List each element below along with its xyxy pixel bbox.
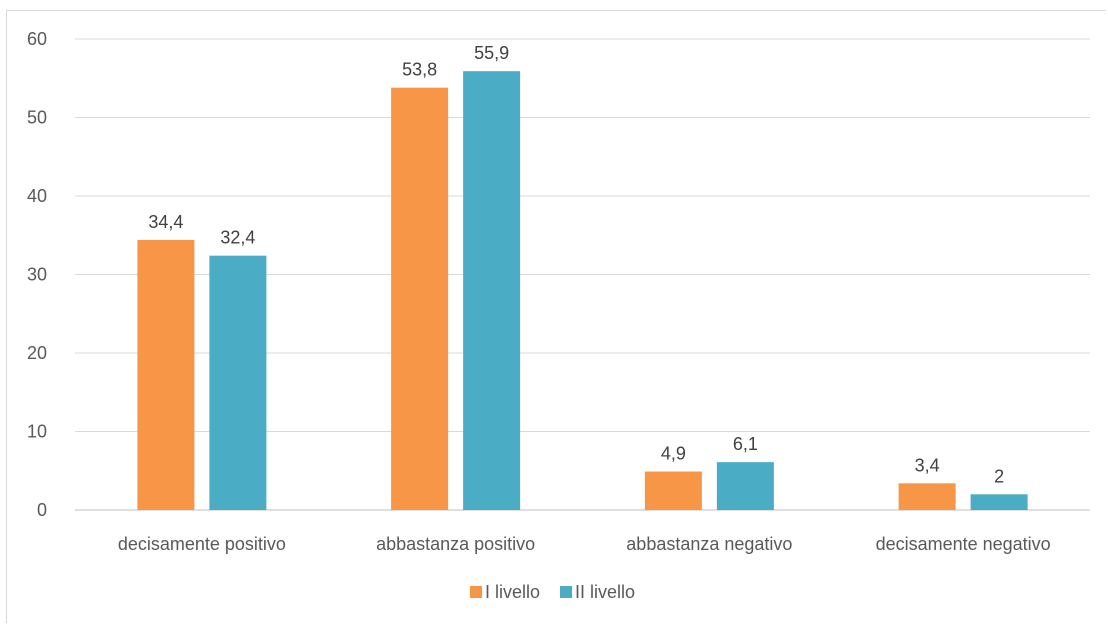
x-axis-categories: decisamente positivo abbastanza positivo a… [118, 534, 1051, 554]
bar [898, 483, 956, 510]
legend-swatch [470, 586, 482, 598]
bars [137, 71, 1028, 511]
bar [716, 462, 774, 510]
bar [970, 494, 1028, 510]
bar [209, 255, 267, 510]
bar [644, 471, 702, 510]
y-axis-ticks: 0 10 20 30 40 50 60 [27, 29, 47, 520]
legend-label: II livello [575, 582, 635, 602]
x-category-label: abbastanza positivo [376, 534, 535, 554]
data-label: 32,4 [220, 228, 255, 248]
gridlines [75, 38, 1090, 511]
bar [391, 87, 449, 511]
y-tick-label: 30 [27, 265, 47, 285]
legend-label: I livello [485, 582, 540, 602]
data-labels: 34,4 32,4 53,8 55,9 4,9 6,1 3,4 2 [148, 43, 1004, 486]
legend: I livello II livello [470, 582, 635, 602]
bar [137, 239, 195, 510]
y-tick-label: 0 [37, 500, 47, 520]
y-tick-label: 20 [27, 343, 47, 363]
x-category-label: decisamente positivo [118, 534, 286, 554]
legend-swatch [560, 586, 572, 598]
data-label: 3,4 [915, 455, 940, 475]
bar [463, 71, 521, 510]
data-label: 4,9 [661, 444, 686, 464]
data-label: 53,8 [402, 60, 437, 80]
data-label: 34,4 [148, 212, 183, 232]
y-tick-label: 40 [27, 186, 47, 206]
y-tick-label: 10 [27, 422, 47, 442]
y-tick-label: 60 [27, 29, 47, 49]
x-category-label: decisamente negativo [876, 534, 1051, 554]
data-label: 2 [994, 466, 1004, 486]
data-label: 6,1 [733, 434, 758, 454]
x-category-label: abbastanza negativo [626, 534, 792, 554]
y-tick-label: 50 [27, 108, 47, 128]
chart-frame [6, 10, 1106, 623]
data-label: 55,9 [474, 43, 509, 63]
